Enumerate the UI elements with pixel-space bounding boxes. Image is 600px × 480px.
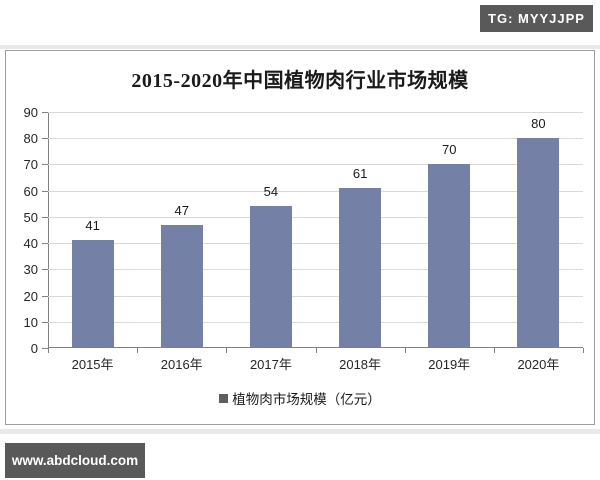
gridline-40 [48,243,583,245]
y-tick-30 [42,269,48,271]
y-tick-label-10: 10 [23,314,38,330]
x-tick-label-2018年: 2018年 [339,357,382,372]
telegram-watermark-text: TG: MYYJJPP [488,11,585,26]
y-tick-50 [42,216,48,218]
gridline-50 [48,216,583,218]
y-tick-label-90: 90 [23,105,38,120]
bottom-divider-band [0,429,600,434]
gridline-30 [48,269,583,271]
legend-marker-icon [219,393,229,403]
gridline-70 [48,164,583,166]
x-tick-5 [493,348,495,353]
chart-panel: 2015-2020年中国植物肉行业市场规模 0 10 20 30 40 50 60 70 80 9… [5,50,595,425]
y-tick-label-50: 50 [23,209,38,225]
legend-label: 植物肉市场规模（亿元） [232,392,381,407]
bar-2019年 [428,164,471,348]
bar-2016年 [160,224,203,348]
telegram-watermark-badge: TG: MYYJJPP [480,5,593,32]
y-tick-60 [42,190,48,192]
y-tick-10 [42,321,48,323]
bar-value-label-2020年: 80 [531,116,546,132]
x-tick-label-2015年: 2015年 [71,357,114,372]
gridline-90 [48,112,583,113]
gridline-10 [48,321,583,323]
top-divider-band [0,45,600,49]
y-axis-line [48,112,49,348]
x-tick-2 [226,348,228,353]
y-tick-70 [42,164,48,166]
bar-value-label-2015年: 41 [85,218,100,234]
x-tick-0 [48,348,49,353]
bar-2020年 [517,138,560,348]
bar-value-label-2017年: 54 [263,184,279,200]
plot-area: 0 10 20 30 40 50 60 70 80 90 41 2015年 47 2016年 54 2017年… [24,106,584,372]
bar-value-label-2018年: 61 [352,166,368,182]
y-tick-90 [42,112,48,113]
y-tick-label-0: 0 [30,341,38,356]
gridline-20 [48,295,583,297]
y-tick-0 [42,348,48,349]
x-tick-3 [315,348,317,353]
y-tick-label-80: 80 [23,131,38,147]
chart-legend: 植物肉市场规模（亿元） [6,388,594,408]
chart-title: 2015-2020年中国植物肉行业市场规模 [131,70,469,92]
bar-value-label-2016年: 47 [174,202,189,218]
website-watermark-banner: www.abdcloud.com [5,443,145,478]
y-tick-label-20: 20 [23,288,38,304]
x-axis-line [48,347,583,348]
x-tick-1 [137,348,139,353]
y-tick-label-70: 70 [23,157,38,173]
bar-2018年 [339,188,382,348]
y-tick-20 [42,295,48,297]
y-tick-label-40: 40 [23,236,38,252]
bar-2017年 [249,206,292,348]
x-tick-label-2016年: 2016年 [160,357,203,372]
x-tick-4 [404,348,406,353]
y-tick-80 [42,138,48,140]
website-watermark-text: www.abdcloud.com [11,453,139,468]
gridline-60 [48,190,583,192]
y-tick-40 [42,243,48,245]
x-tick-6 [583,348,584,353]
x-tick-label-2017年: 2017年 [249,357,292,372]
x-tick-label-2020年: 2020年 [517,357,560,372]
bar-2015年 [71,240,114,348]
bar-value-label-2019年: 70 [442,142,457,158]
y-tick-label-60: 60 [23,183,38,199]
x-tick-label-2019年: 2019年 [428,357,471,372]
gridline-80 [48,138,583,140]
y-tick-label-30: 30 [23,262,38,278]
